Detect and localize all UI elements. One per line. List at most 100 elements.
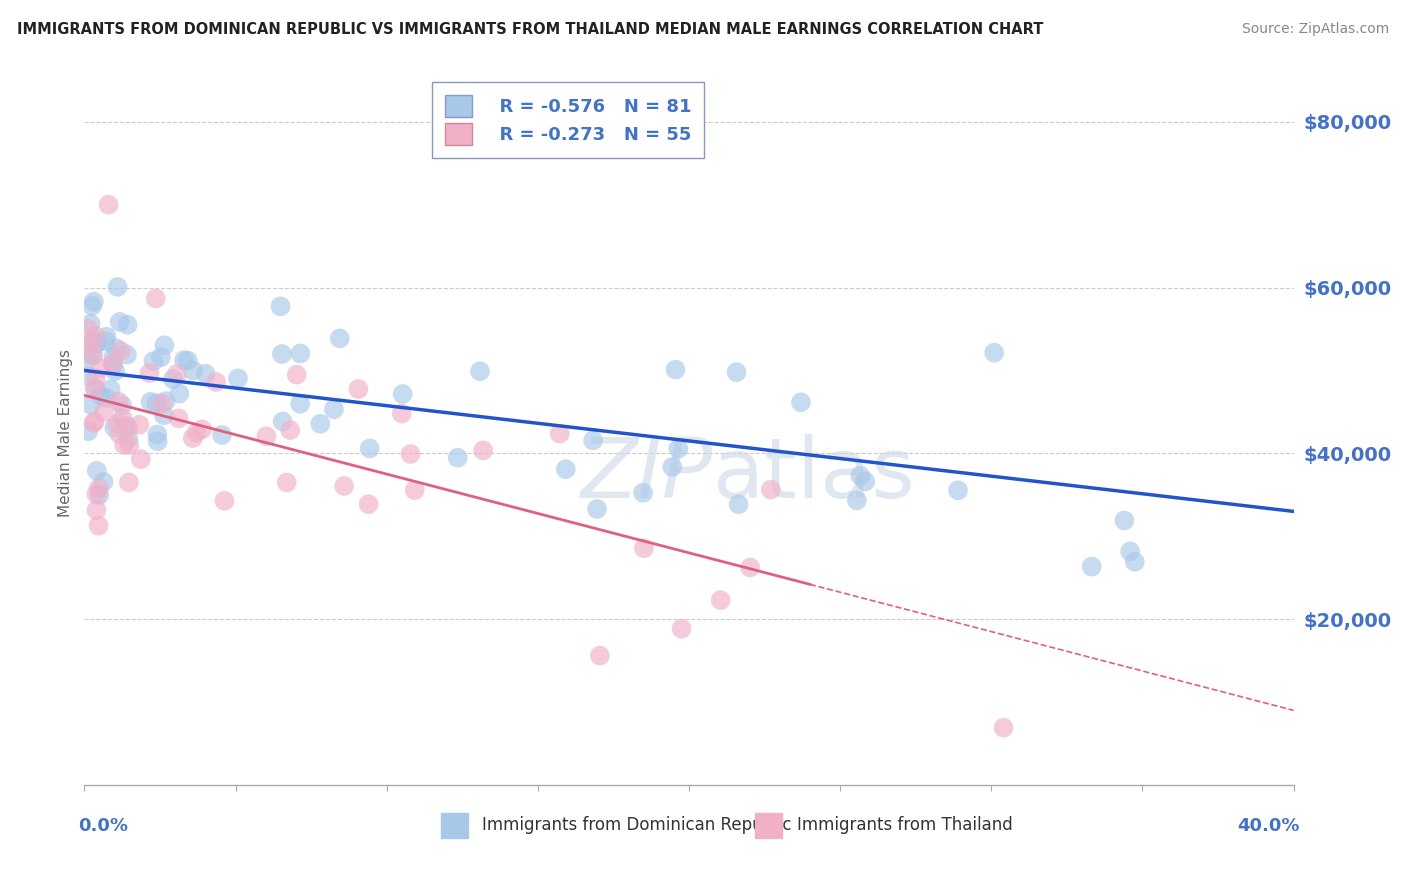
Point	[727, 497, 749, 511]
Point	[105, 342, 128, 356]
Point	[1123, 555, 1146, 569]
Point	[108, 315, 131, 329]
Bar	[755, 814, 782, 838]
Point	[582, 434, 605, 448]
Point	[80, 348, 103, 362]
Point	[94, 334, 117, 349]
Point	[633, 541, 655, 556]
Point	[270, 299, 292, 313]
Point	[84, 336, 107, 351]
Text: 0.0%: 0.0%	[79, 817, 128, 835]
Point	[288, 397, 311, 411]
Point	[586, 502, 609, 516]
Point	[391, 387, 413, 401]
Point	[111, 411, 134, 425]
Point	[1114, 514, 1136, 528]
Point	[191, 422, 214, 436]
Point	[93, 405, 115, 419]
Point	[173, 353, 195, 368]
Point	[112, 438, 135, 452]
Point	[82, 336, 104, 351]
Point	[270, 347, 292, 361]
Point	[100, 383, 122, 397]
Point	[290, 346, 312, 360]
Point	[83, 381, 105, 395]
Point	[146, 434, 169, 449]
Point	[77, 424, 100, 438]
Point	[82, 348, 104, 362]
Point	[664, 362, 686, 376]
Point	[548, 426, 571, 441]
Point	[254, 429, 277, 443]
Point	[138, 366, 160, 380]
Point	[211, 428, 233, 442]
Point	[468, 364, 491, 378]
Point	[89, 388, 111, 402]
Point	[589, 648, 612, 663]
Point	[226, 371, 249, 385]
Point	[214, 493, 236, 508]
Point	[155, 394, 177, 409]
Point	[117, 432, 139, 446]
Point	[104, 364, 127, 378]
Point	[554, 462, 576, 476]
Point	[129, 452, 152, 467]
Point	[333, 479, 356, 493]
Point	[145, 292, 167, 306]
Point	[80, 398, 103, 412]
Point	[86, 503, 108, 517]
Point	[115, 348, 138, 362]
Point	[118, 438, 141, 452]
Point	[162, 372, 184, 386]
Point	[89, 488, 111, 502]
Point	[1119, 544, 1142, 558]
Point	[357, 497, 380, 511]
Point	[87, 518, 110, 533]
Point	[666, 442, 689, 456]
Point	[84, 382, 107, 396]
Point	[101, 356, 124, 370]
Point	[946, 483, 969, 498]
Text: ZIP: ZIP	[581, 434, 713, 516]
Point	[671, 622, 693, 636]
Text: IMMIGRANTS FROM DOMINICAN REPUBLIC VS IMMIGRANTS FROM THAILAND MEDIAN MALE EARNI: IMMIGRANTS FROM DOMINICAN REPUBLIC VS IM…	[17, 22, 1043, 37]
Point	[1080, 559, 1102, 574]
Point	[79, 317, 101, 331]
Point	[83, 415, 105, 429]
Point	[849, 468, 872, 483]
Point	[359, 442, 381, 456]
Point	[142, 354, 165, 368]
Point	[94, 391, 117, 405]
Point	[790, 395, 813, 409]
Point	[323, 402, 346, 417]
Point	[404, 483, 426, 498]
Point	[205, 375, 228, 389]
Text: Immigrants from Thailand: Immigrants from Thailand	[797, 816, 1012, 835]
Point	[118, 475, 141, 490]
Point	[725, 365, 748, 379]
Point	[90, 361, 112, 376]
Point	[111, 399, 134, 413]
Point	[150, 397, 173, 411]
Y-axis label: Median Male Earnings: Median Male Earnings	[58, 349, 73, 516]
Point	[740, 560, 762, 574]
Point	[186, 425, 208, 440]
Point	[167, 411, 190, 425]
Point	[83, 294, 105, 309]
Point	[983, 345, 1005, 359]
Point	[80, 337, 103, 351]
Point	[86, 336, 108, 351]
Point	[77, 369, 100, 384]
Point	[145, 396, 167, 410]
Point	[139, 394, 162, 409]
Point	[329, 331, 352, 345]
Text: atlas: atlas	[713, 434, 915, 516]
Point	[82, 334, 104, 348]
Text: Immigrants from Dominican Republic: Immigrants from Dominican Republic	[482, 816, 792, 835]
Point	[117, 421, 139, 435]
Point	[82, 416, 104, 430]
Point	[759, 483, 782, 497]
Point	[117, 318, 139, 332]
Point	[103, 350, 125, 364]
Point	[86, 464, 108, 478]
